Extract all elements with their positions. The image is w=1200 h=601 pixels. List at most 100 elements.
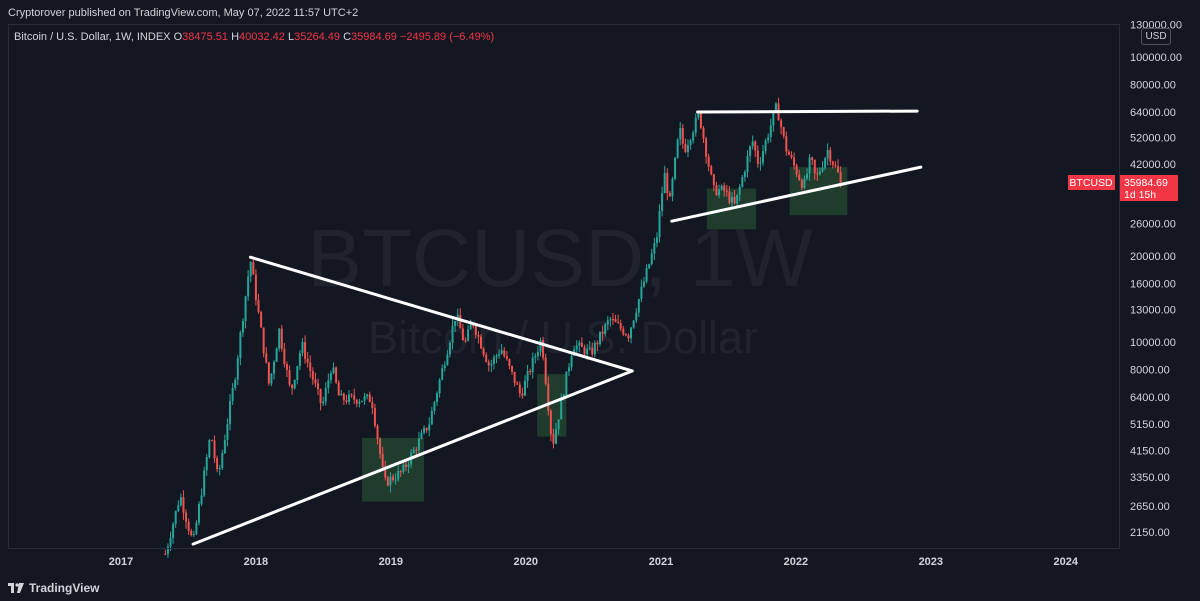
candle-body-155 [565,371,568,396]
candle-body-73 [353,395,356,400]
trendline-0[interactable] [248,255,634,373]
time-axis[interactable]: 2017 2018 2019 2020 2021 2022 2023 2024 [109,556,1079,568]
candle-body-248 [805,173,808,179]
candle-body-6 [179,497,182,506]
candle-body-88 [392,476,395,481]
candle-body-197 [674,157,677,179]
candle-body-85 [384,466,387,478]
price-axis[interactable]: 2150.00 2650.00 3350.00 4150.00 5150.00 6400.… [1130,19,1182,539]
candle-body-211 [710,166,713,175]
footer-brand[interactable]: TradingView [8,581,99,595]
symbol-name[interactable]: Bitcoin / U.S. Dollar, 1W, INDEX [14,31,171,43]
candle-body-170 [604,324,607,335]
candle-body-14 [200,495,203,504]
candle-body-245 [798,174,801,180]
last-price-symbol-badge [1068,175,1115,190]
candle-body-221 [736,194,739,204]
currency-badge[interactable]: USD [1141,28,1171,45]
y-tick-label-15: 80000.00 [1130,79,1176,91]
candle-body-236 [774,103,777,113]
candle-body-167 [596,342,599,345]
trendline-1[interactable] [191,369,634,546]
candle-body-246 [800,179,803,189]
candle-body-49 [291,384,294,389]
candle-body-152 [557,419,560,430]
candle-body-122 [480,336,482,349]
candle-body-124 [485,354,488,362]
candle-body-1 [166,546,169,555]
candle-body-93 [404,464,407,467]
trendlines[interactable] [191,109,923,546]
candle-body-142 [531,357,534,373]
candle-body-134 [511,365,514,372]
candle-body-244 [795,165,798,175]
candle-body-90 [397,471,400,480]
watermark-name: Bitcoin / U.S. Dollar [368,312,758,363]
candle-body-114 [459,314,462,329]
candle-body-48 [288,370,291,385]
y-tick-label-7: 10000.00 [1130,337,1176,349]
candle-body-36 [257,300,260,313]
open-label: O [173,31,183,43]
candle-body-183 [637,299,640,313]
candle-body-3 [172,524,175,539]
y-tick-label-0: 2150.00 [1130,527,1170,539]
candle-body-258 [831,161,834,165]
last-price-label: BTCUSD 35984.69 1d 15h [1068,175,1178,201]
candle-body-252 [816,173,819,175]
candle-body-176 [619,322,622,329]
candle-body-238 [780,120,783,128]
trendline-3[interactable] [670,165,923,223]
candle-body-52 [298,353,301,367]
candle-body-212 [712,174,715,186]
candle-body-234 [769,125,772,138]
candle-body-4 [174,510,177,525]
candle-body-117 [467,329,470,341]
y-tick-label-9: 16000.00 [1130,279,1176,291]
candle-body-50 [293,379,296,389]
change-value: −2495.89 (−6.49%) [399,31,495,43]
candle-body-87 [389,476,392,486]
candle-body-75 [358,401,361,404]
candle-body-204 [692,132,695,141]
candle-body-63 [327,380,330,389]
y-tick-label-3: 4150.00 [1130,446,1170,458]
candle-body-7 [182,497,185,513]
candle-body-108 [443,364,446,369]
candle-body-216 [723,185,726,191]
candle-body-202 [686,145,689,153]
candle-body-29 [239,332,242,359]
candle-body-53 [301,342,304,354]
candle-body-128 [495,355,498,358]
candle-body-35 [254,274,257,301]
last-price-value: 35984.69 [1124,177,1168,189]
candle-body-121 [477,335,480,337]
candle-body-97 [415,449,418,451]
candle-body-33 [249,261,252,277]
candle-body-179 [627,335,630,339]
candle-body-15 [203,470,206,496]
candle-body-230 [759,162,762,164]
candle-body-131 [503,350,506,357]
candle-body-137 [518,384,521,394]
candle-body-256 [826,150,829,159]
x-tick-label-5: 2022 [784,556,808,568]
watermark: BTCUSD, 1W Bitcoin / U.S. Dollar [307,213,813,363]
candle-body-67 [337,382,340,396]
candle-body-111 [451,325,454,343]
candle-body-91 [399,471,402,473]
candle-body-78 [366,394,369,397]
candle-body-241 [787,151,790,155]
candle-body-130 [500,350,503,354]
candle-body-102 [428,424,431,431]
watermark-ticker: BTCUSD, 1W [307,213,813,304]
trendline-2[interactable] [696,109,919,114]
candle-body-105 [436,393,439,403]
x-tick-label-7: 2024 [1053,556,1078,568]
candle-body-172 [609,319,612,321]
candle-body-228 [754,141,757,151]
candle-body-219 [730,196,733,203]
candle-body-160 [578,342,581,346]
candle-body-214 [718,189,721,196]
